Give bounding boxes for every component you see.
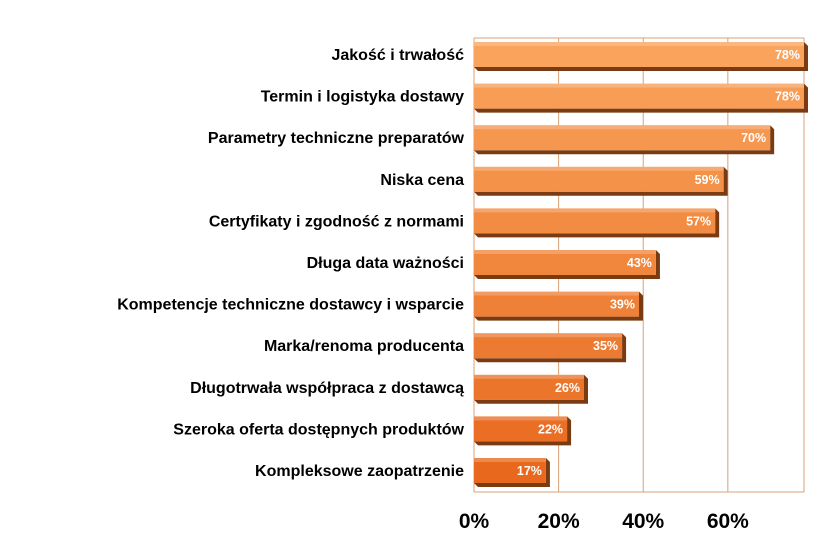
value-label-2: 78%	[775, 90, 800, 104]
category-label-9: Długotrwała współpraca z dostawcą	[190, 380, 464, 397]
value-label-10: 22%	[538, 422, 563, 436]
bar-2: 78%	[474, 83, 808, 113]
bar-face-1	[474, 42, 804, 67]
bar-shadow-4	[474, 166, 728, 196]
bar-highlight-3	[474, 125, 771, 130]
bar-face-10	[474, 416, 568, 442]
bar-10: 22%	[474, 416, 572, 446]
x-tick-label-0: 0%	[459, 510, 490, 533]
bar-face-6	[474, 250, 656, 275]
x-tick-label-40: 40%	[622, 510, 664, 533]
bar-highlight-11	[474, 458, 546, 462]
bar-highlight-5	[474, 208, 716, 213]
value-label-6: 43%	[627, 256, 652, 270]
value-label-9: 26%	[555, 381, 580, 395]
bar-1: 78%	[474, 42, 808, 71]
x-tick-label-60: 60%	[707, 510, 749, 533]
category-label-8: Marka/renoma producenta	[264, 338, 464, 355]
value-label-1: 78%	[775, 48, 800, 62]
x-tick-label-20: 20%	[538, 510, 580, 533]
bar-shadow-6	[474, 250, 660, 279]
bar-8: 35%	[474, 333, 627, 363]
value-label-5: 57%	[686, 214, 711, 228]
value-label-11: 17%	[517, 464, 542, 478]
bar-shadow-8	[474, 333, 627, 363]
bar-5: 57%	[474, 208, 720, 238]
bar-highlight-10	[474, 416, 568, 421]
bar-face-4	[474, 166, 724, 192]
x-axis-tick-labels: 0% 20% 40% 60%	[459, 510, 749, 533]
category-labels: Jakość i trwałość Termin i logistyka dost…	[117, 47, 464, 480]
category-label-1: Jakość i trwałość	[331, 47, 464, 64]
value-label-7: 39%	[610, 298, 635, 312]
bar-shadow-3	[474, 125, 775, 155]
bar-face-11	[474, 458, 546, 483]
bar-face-8	[474, 333, 623, 359]
category-label-11: Kompleksowe zaopatrzenie	[255, 463, 464, 480]
bar-highlight-1	[474, 42, 804, 46]
bar-shadow-1	[474, 42, 808, 71]
bar-11: 17%	[474, 458, 550, 487]
bar-highlight-6	[474, 250, 656, 254]
category-label-7: Kompetencje techniczne dostawcy i wsparc…	[117, 297, 464, 314]
bar-face-2	[474, 83, 804, 109]
category-label-5: Certyfikaty i zgodność z normami	[209, 213, 464, 230]
bar-shadow-2	[474, 83, 808, 113]
value-label-3: 70%	[741, 131, 766, 145]
category-label-3: Parametry techniczne preparatów	[208, 130, 465, 147]
category-label-6: Długa data ważności	[307, 255, 464, 272]
bar-face-7	[474, 291, 639, 317]
category-label-10: Szeroka oferta dostępnych produktów	[173, 421, 464, 438]
bar-6: 43%	[474, 250, 660, 279]
bar-face-3	[474, 125, 771, 151]
value-label-8: 35%	[593, 339, 618, 353]
bar-highlight-4	[474, 166, 724, 171]
bar-face-5	[474, 208, 716, 234]
bar-face-9	[474, 374, 584, 400]
category-label-4: Niska cena	[380, 172, 464, 189]
bar-shadow-9	[474, 374, 588, 404]
bar-highlight-8	[474, 333, 623, 338]
value-label-4: 59%	[695, 173, 720, 187]
bar-shadow-7	[474, 291, 643, 321]
category-label-2: Termin i logistyka dostawy	[261, 89, 464, 106]
bar-7: 39%	[474, 291, 643, 321]
bars-layer: 78% 78% 70% 59% 57% 43% 39% 35% 26% 22% 17%	[474, 42, 808, 487]
bar-highlight-7	[474, 291, 639, 296]
bar-3: 70%	[474, 125, 775, 155]
bar-highlight-9	[474, 374, 584, 379]
bar-9: 26%	[474, 374, 588, 404]
bar-highlight-2	[474, 83, 804, 88]
bar-shadow-11	[474, 458, 550, 487]
bar-shadow-5	[474, 208, 720, 238]
bar-4: 59%	[474, 166, 728, 196]
bar-shadow-10	[474, 416, 572, 446]
